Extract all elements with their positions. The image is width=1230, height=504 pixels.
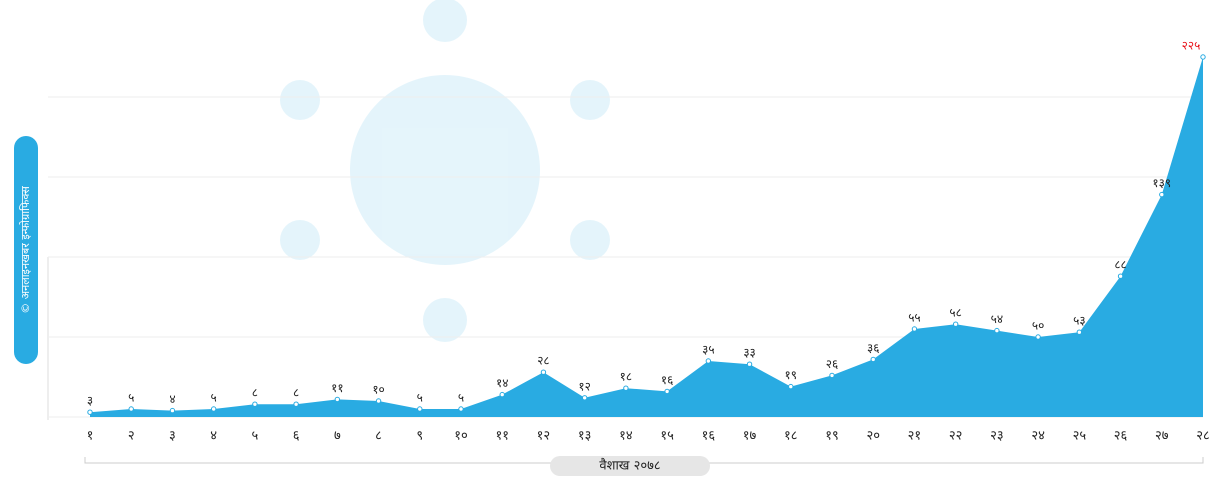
x-tick-label: ९ — [416, 429, 423, 444]
value-label: ५४ — [991, 312, 1003, 326]
point — [169, 407, 176, 414]
point — [1200, 54, 1206, 60]
value-label: ५ — [458, 391, 464, 405]
point — [829, 372, 835, 379]
value-label: ८ — [293, 386, 299, 400]
point — [540, 369, 547, 375]
x-tick-label: १४ — [619, 429, 633, 444]
point — [870, 356, 876, 363]
point — [417, 406, 423, 412]
point — [1117, 273, 1124, 279]
x-tick-label: ७ — [334, 429, 341, 444]
point — [746, 361, 753, 367]
point — [87, 409, 93, 415]
point — [788, 383, 794, 390]
point — [664, 388, 670, 395]
point — [128, 406, 134, 412]
value-label: ११ — [331, 381, 343, 395]
x-tick-label: १७ — [743, 429, 757, 444]
value-label: १८ — [620, 370, 632, 384]
value-label: ५८ — [949, 306, 961, 320]
value-label: १३९ — [1152, 176, 1171, 190]
x-axis-label: वैशाख २०७८ — [599, 458, 660, 474]
value-label: ५ — [417, 391, 423, 405]
x-tick-label: १० — [454, 429, 468, 444]
x-tick-label: १५ — [660, 429, 674, 444]
value-label: ४ — [169, 392, 175, 406]
x-tick-label: २८ — [1196, 429, 1210, 444]
value-label: ५० — [1032, 319, 1044, 333]
point — [911, 326, 918, 332]
value-label: १० — [372, 383, 384, 397]
point — [623, 385, 629, 391]
value-label: २२५ — [1182, 39, 1201, 53]
x-tick-label: २७ — [1155, 429, 1169, 444]
side-pill — [14, 136, 38, 364]
x-tick-label: २२ — [949, 429, 963, 444]
value-label: १२ — [578, 379, 590, 393]
x-tick-label: ८ — [375, 429, 382, 444]
point — [252, 401, 258, 407]
value-label: ८ — [252, 386, 258, 400]
value-label: ५ — [211, 391, 217, 405]
point — [375, 398, 382, 404]
point — [458, 406, 464, 412]
x-tick-label: २ — [128, 429, 135, 444]
value-label: २६ — [826, 357, 838, 371]
x-tick-label: १९ — [825, 429, 839, 444]
point — [581, 395, 588, 401]
x-tick-label: १६ — [702, 429, 716, 444]
value-label: १९ — [785, 368, 797, 382]
value-label: ५३ — [1073, 314, 1085, 328]
x-tick-label: १३ — [578, 429, 592, 444]
x-tick-label: २१ — [908, 429, 922, 444]
x-tick-label: ४ — [210, 429, 217, 444]
x-tick-label: २० — [866, 429, 880, 444]
x-tick-label: ६ — [293, 429, 300, 444]
value-label: ८८ — [1114, 258, 1126, 272]
area — [90, 57, 1203, 417]
x-tick-label: ११ — [495, 429, 509, 444]
value-label: ५ — [128, 391, 134, 405]
point — [952, 321, 959, 327]
point — [1035, 334, 1041, 340]
point — [994, 327, 1000, 334]
x-tick-label: २३ — [990, 429, 1004, 444]
x-tick-label: १२ — [537, 429, 551, 444]
x-tick-label: २४ — [1031, 429, 1045, 444]
point — [334, 396, 341, 403]
point — [705, 358, 712, 364]
value-label: ३ — [87, 394, 93, 408]
value-label: ५५ — [908, 311, 920, 325]
x-tick-label: १ — [87, 429, 94, 444]
point — [1076, 329, 1083, 335]
point — [1159, 191, 1165, 198]
x-tick-label: २६ — [1114, 429, 1128, 444]
watermark — [280, 0, 610, 342]
value-label: २८ — [537, 354, 549, 368]
point — [499, 391, 505, 398]
x-label-pill — [550, 456, 710, 476]
x-tick-label: १८ — [784, 429, 798, 444]
value-label: १६ — [661, 373, 673, 387]
x-tick-label: २५ — [1073, 429, 1087, 444]
value-label: ३५ — [702, 343, 714, 357]
value-label: ३३ — [743, 346, 755, 360]
x-tick-label: ५ — [252, 429, 259, 444]
x-tick-label: ३ — [169, 429, 176, 444]
point — [210, 406, 217, 412]
point — [293, 401, 299, 407]
value-label: १४ — [496, 376, 508, 390]
side-note: © अनलाइनखबर इन्फोग्राफिक्स — [19, 186, 32, 314]
value-label: ३६ — [867, 341, 879, 355]
